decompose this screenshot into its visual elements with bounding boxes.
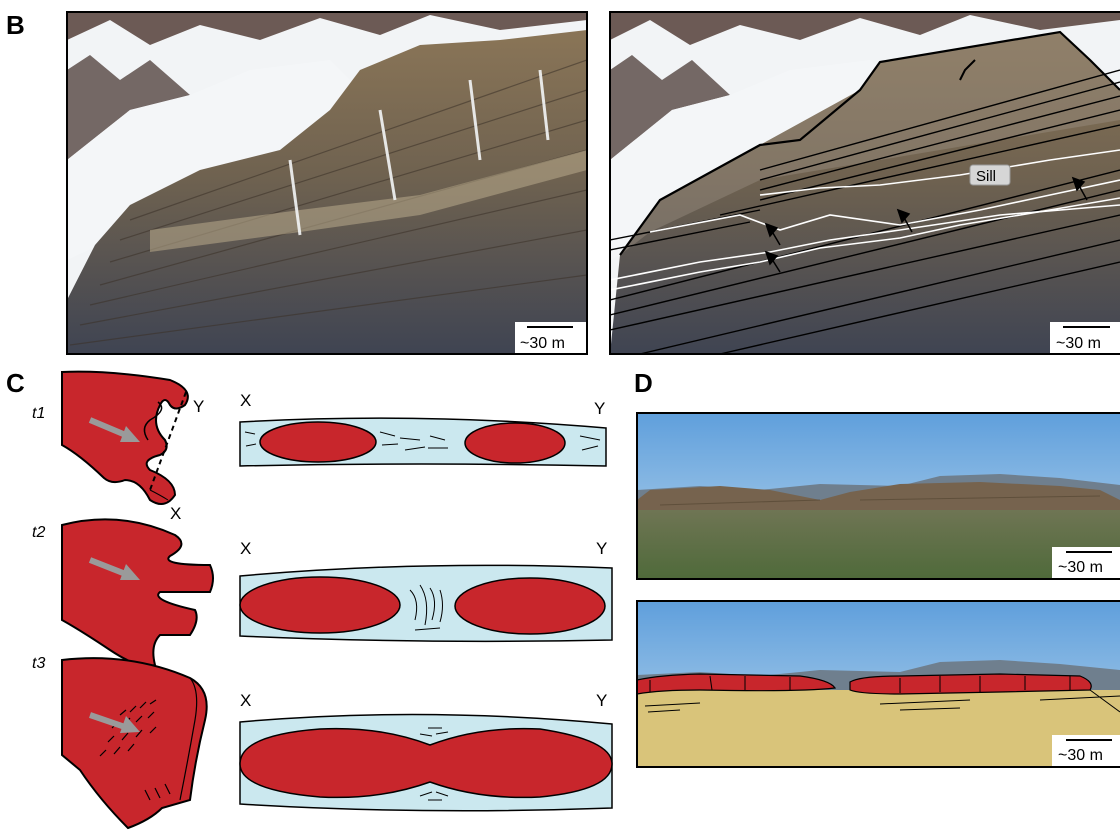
scale-bar-label-right: ~30 m [1056,335,1101,352]
panel-d-letter: D [634,368,653,398]
flow-arrow-t2 [88,557,130,578]
stage-t1-map [61,370,189,505]
map-x-label: X [170,504,181,523]
section-t2-x-label: X [240,539,251,558]
panel-b-interpreted-photo [610,12,1120,354]
scale-bar-label: ~30 m [520,335,565,352]
panel-b-letter: B [6,10,25,40]
stage-t2-section [239,564,613,643]
sill-label: Sill [976,168,996,185]
section-t1-y-label: Y [594,399,605,418]
sill-label-box [969,164,1011,186]
stage-t1-section [239,417,607,467]
panel-d-interpreted-photo [637,601,1120,767]
section-t1-x-label: X [240,391,251,410]
stage-t3-label: t3 [32,655,45,672]
flow-arrow [88,417,130,439]
panel-c-letter: C [6,368,25,398]
stage-t2-label: t2 [32,524,45,541]
stage-t1-label: t1 [32,405,45,422]
panel-d-photo [637,413,1120,579]
stage-t3-section [239,713,613,812]
stage-t2-map [61,518,214,667]
section-t3-y-label: Y [596,691,607,710]
stage-t3-map [61,657,208,830]
scale-bar-label-d-top: ~30 m [1058,559,1103,576]
panel-b-photo [67,12,587,354]
section-t2-y-label: Y [596,539,607,558]
scale-bar-label-d-bottom: ~30 m [1058,747,1103,764]
flow-arrow-t3 [89,712,129,731]
section-t3-x-label: X [240,691,251,710]
map-y-label: Y [193,397,204,416]
